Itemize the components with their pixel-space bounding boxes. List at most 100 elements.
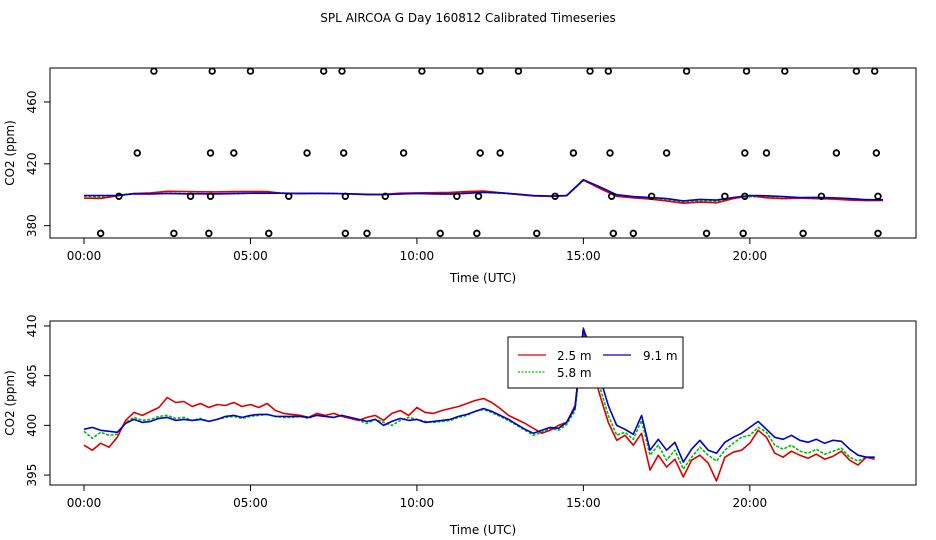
bottom-plot-frame [49,320,917,486]
bottom-x-tick-label: 10:00 [400,496,435,510]
top-marker-point [762,149,771,157]
top-plot-frame [49,67,917,239]
figure-title: SPL AIRCOA G Day 160812 Calibrated Times… [320,11,615,25]
top-marker-point [874,192,882,200]
top-marker-point [476,67,484,75]
top-marker-point [702,229,711,238]
bottom-series-2-5-m [83,327,875,482]
top-x-axis-label: Time (UTC) [449,271,516,285]
top-marker-point [551,192,559,200]
bottom-y-tick-label: 405 [25,364,39,387]
top-marker-point [341,192,350,200]
bottom-series-lines [83,327,875,482]
top-marker-point [476,149,484,157]
top-marker-point [473,229,481,238]
bottom-x-tick-label: 00:00 [67,496,102,510]
top-marker-point [742,67,751,75]
top-marker-point [874,229,882,238]
top-y-tick-label: 460 [25,91,39,114]
bottom-y-tick-label: 400 [25,414,39,437]
top-marker-point [496,149,504,157]
bottom-series-9-1-m [83,328,875,463]
top-marker-point [363,229,371,238]
legend-box [507,336,684,389]
top-marker-point [781,67,789,75]
top-marker-point [852,67,861,75]
top-marker-point [418,67,426,75]
top-marker-point [662,149,671,157]
top-x-tick-label: 20:00 [733,249,768,263]
bottom-x-axis-label: Time (UTC) [449,523,516,537]
top-marker-point [604,67,613,75]
top-marker-point [721,192,729,200]
top-marker-point [514,67,523,75]
top-marker-point [474,192,483,200]
bottom-x-tick-label: 20:00 [733,496,768,510]
top-marker-point [799,229,807,238]
top-marker-point [586,67,594,75]
top-marker-point [381,192,389,200]
top-marker-point [285,192,293,200]
bottom-y-tick-label: 395 [25,464,39,487]
bottom-y-axis-label: CO2 (ppm) [3,370,17,436]
top-marker-point [533,229,541,238]
top-x-tick-label: 10:00 [400,249,435,263]
bottom-y-tick-label: 410 [25,315,39,338]
top-y-tick-label: 420 [25,152,39,175]
top-marker-point [205,229,213,238]
top-x-tick-label: 00:00 [67,249,102,263]
legend: 2.5 m 9.1 m 5.8 m [507,336,684,389]
top-marker-point [339,149,348,157]
bottom-x-tick-label: 15:00 [566,496,601,510]
top-marker-point [115,192,123,200]
top-marker-point [170,229,178,238]
top-marker-point [150,67,158,75]
top-y-axis: 380 420 460 [25,91,50,237]
top-marker-point [629,229,638,238]
top-marker-point [453,192,461,200]
top-y-axis-label: CO2 (ppm) [3,120,17,186]
top-x-tick-label: 05:00 [233,249,268,263]
top-x-tick-label: 15:00 [566,249,601,263]
top-marker-point [96,229,105,238]
top-x-axis: 00:00 05:00 10:00 15:00 20:00 [67,238,767,263]
legend-label-2-5m: 2.5 m [557,349,592,363]
legend-label-9-1m: 9.1 m [643,349,678,363]
top-marker-point [739,229,747,238]
top-marker-point [832,149,841,157]
top-marker-point [647,192,656,200]
top-marker-point [682,67,691,75]
top-marker-point [206,192,215,200]
top-marker-point [741,192,749,200]
top-marker-point [870,67,879,75]
top-marker-point [741,149,749,157]
top-marker-point [186,192,195,200]
top-marker-point [265,229,273,238]
top-markers [96,67,882,238]
top-marker-point [303,149,311,157]
top-marker-point [320,67,328,75]
top-marker-point [206,149,215,157]
legend-label-5-8m: 5.8 m [557,366,592,380]
top-marker-point [338,67,346,75]
bottom-panel: 00:00 05:00 10:00 15:00 20:00 395 400 405 410 T… [3,315,917,537]
top-marker-point [133,149,141,157]
bottom-series-5-8-m [83,333,875,470]
top-marker-point [208,67,216,75]
bottom-x-axis: 00:00 05:00 10:00 15:00 20:00 [67,485,767,510]
bottom-y-axis: 395 400 405 410 [25,315,50,487]
top-marker-point [341,229,350,238]
bottom-x-tick-label: 05:00 [233,496,268,510]
top-marker-point [609,229,618,238]
top-marker-point [399,149,408,157]
top-marker-point [569,149,578,157]
top-panel: 00:00 05:00 10:00 15:00 20:00 380 420 460 Time… [3,67,917,285]
top-marker-point [436,229,444,238]
top-marker-point [607,192,616,200]
top-series-lines [83,178,884,204]
top-y-tick-label: 380 [25,214,39,237]
top-marker-point [817,192,826,200]
top-marker-point [606,149,614,157]
top-marker-point [872,149,881,157]
